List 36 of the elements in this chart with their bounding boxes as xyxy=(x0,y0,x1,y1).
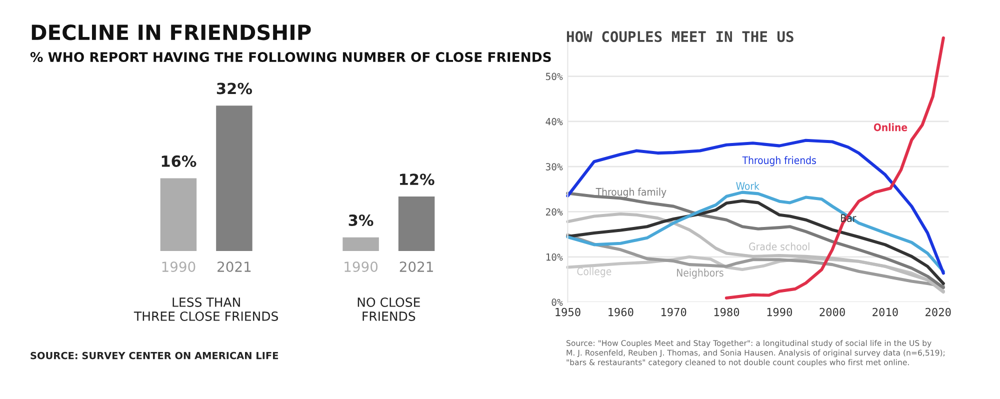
y-tick-label: 10% xyxy=(546,253,563,261)
series-label: Neighbors xyxy=(677,268,724,279)
data-label: 12% xyxy=(400,174,434,186)
x-tick-label: 1980 xyxy=(714,308,740,316)
series-label: Work xyxy=(736,182,760,190)
series-label: Bar xyxy=(841,214,856,222)
text: 1990 xyxy=(344,262,378,272)
y-tick-label: 20% xyxy=(546,208,563,216)
text: 2021 xyxy=(400,262,433,272)
chart-subtitle: % WHO REPORT HAVING THE FOLLOWING NUMBER OF CLOSE FRIENDS xyxy=(30,52,551,62)
series-label: 1990 xyxy=(162,262,196,272)
y-tick-label: 30% xyxy=(546,163,563,170)
x-tick-label: 1950 xyxy=(556,308,580,316)
x-tick-label: 1990 xyxy=(767,308,792,316)
chart-title: DECLINE IN FRIENDSHIP xyxy=(32,24,311,40)
series-label: Online xyxy=(874,123,908,132)
source-note: SOURCE: SURVEY CENTER ON AMERICAN LIFE xyxy=(30,352,278,360)
y-tick-label: 40% xyxy=(546,118,563,126)
x-tick-label: 2020 xyxy=(926,308,951,316)
x-tick-label: 2000 xyxy=(820,308,845,316)
data-label: 32% xyxy=(216,82,252,94)
y-tick-label: 0% xyxy=(552,298,563,306)
series-label: College xyxy=(577,267,612,278)
series-label: Through family xyxy=(596,188,666,198)
x-tick-label: 1960 xyxy=(608,308,634,316)
series-label: 2021 xyxy=(218,262,251,272)
series-label: Through friends xyxy=(742,156,816,166)
x-tick-label: 2010 xyxy=(872,308,898,316)
y-tick-label: 50% xyxy=(546,72,563,80)
series-label: Grade school xyxy=(749,242,810,250)
data-label: 16% xyxy=(162,155,196,167)
x-tick-label: 1970 xyxy=(661,308,686,316)
x-tick-label: LESS THAN THREE CLOSE FRIENDS xyxy=(134,298,278,321)
data-label: 3% xyxy=(348,214,374,226)
chart-title: HOW COUPLES MEET IN THE US xyxy=(566,31,794,42)
x-tick-label: NO CLOSE FRIENDS xyxy=(358,298,420,321)
